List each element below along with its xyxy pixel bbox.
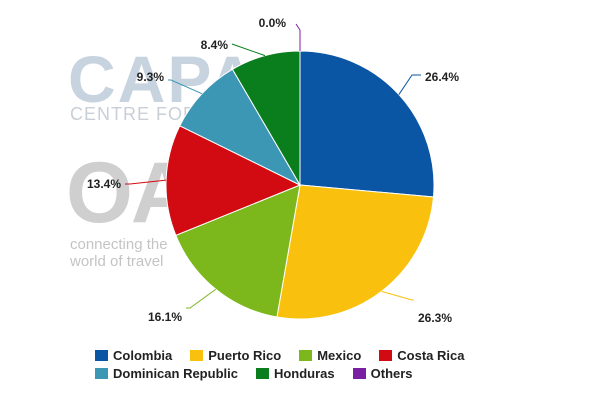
legend-label: Dominican Republic	[113, 365, 238, 381]
leader-line	[381, 290, 414, 301]
legend-swatch	[299, 349, 313, 361]
legend-label: Colombia	[113, 347, 173, 363]
legend-label: Mexico	[317, 347, 362, 363]
legend-swatch	[352, 367, 366, 379]
pie-slice-colombia	[299, 50, 435, 198]
data-label: 0.0%	[259, 16, 287, 30]
pie-slice-mexico	[175, 184, 301, 318]
legend-swatch	[95, 349, 108, 361]
pie-slice-puerto-rico	[276, 184, 435, 320]
watermark-tagline-2: world of travel	[70, 253, 164, 270]
legend-label: Honduras	[273, 365, 335, 381]
legend-swatch	[95, 367, 108, 379]
legend-item: Mexico	[299, 348, 361, 363]
leader-line	[186, 288, 217, 309]
leader-line	[398, 74, 421, 95]
data-label: 16.1%	[148, 310, 182, 324]
chart-legend: Colombia Puerto Rico Mexico Costa Rica Domi…	[95, 346, 575, 382]
data-label: 26.3%	[418, 311, 452, 325]
data-label: 13.4%	[87, 177, 121, 191]
legend-label: Others	[370, 365, 413, 381]
leader-line	[168, 79, 203, 95]
leader-line	[295, 23, 301, 51]
data-label: 8.4%	[201, 38, 229, 52]
data-label: 9.3%	[137, 70, 165, 84]
legend-label: Puerto Rico	[208, 347, 282, 363]
legend-item: Honduras	[255, 365, 335, 381]
legend-item: Costa Rica	[379, 348, 464, 363]
leader-line	[231, 43, 266, 57]
legend-item: Colombia	[95, 348, 172, 363]
legend-swatch	[379, 349, 393, 361]
legend-row: Colombia Puerto Rico Mexico Costa Rica	[95, 346, 575, 364]
watermark-tagline-1: connecting the	[70, 236, 168, 253]
legend-swatch	[190, 349, 204, 361]
legend-swatch	[255, 367, 269, 379]
leader-line	[125, 179, 167, 185]
legend-item: Others	[352, 365, 413, 381]
legend-row: Dominican Republic Honduras Others	[95, 364, 575, 382]
legend-label: Costa Rica	[397, 347, 465, 363]
pie-slice-dominican-republic	[179, 68, 302, 187]
legend-item: Puerto Rico	[190, 348, 281, 363]
legend-item: Dominican Republic	[95, 366, 238, 381]
data-label: 26.4%	[425, 70, 459, 84]
